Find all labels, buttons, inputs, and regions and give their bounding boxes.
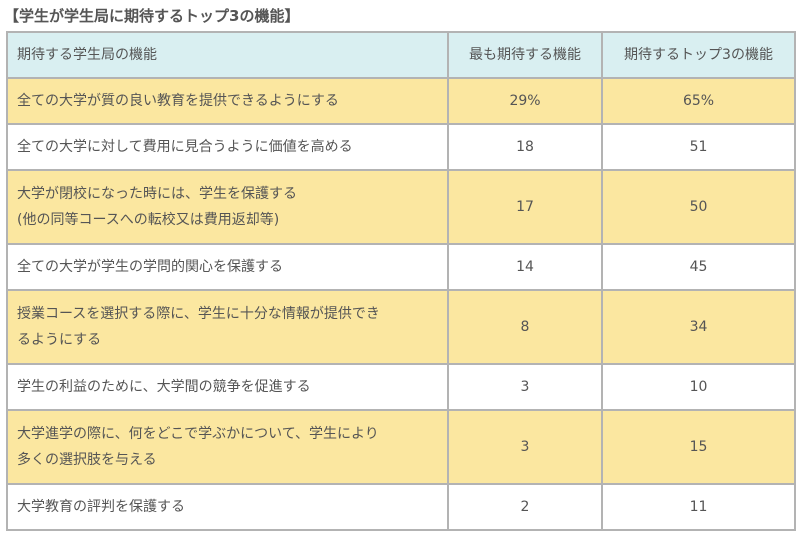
table-title: 【学生が学生局に期待するトップ3の機能】 xyxy=(4,7,300,25)
cell-top3-expected: 15 xyxy=(601,409,796,485)
cell-most-expected: 2 xyxy=(447,483,603,531)
cell-feature: 全ての大学が質の良い教育を提供できるようにする xyxy=(6,77,449,125)
feature-text-line: 学生の利益のために、大学間の競争を促進する xyxy=(17,379,311,395)
cell-feature: 大学教育の評判を保護する xyxy=(6,483,449,531)
feature-text-line: 大学進学の際に、何をどこで学ぶかについて、学生により xyxy=(17,426,379,442)
cell-top3-expected: 45 xyxy=(601,243,796,291)
cell-most-expected: 29% xyxy=(447,77,603,125)
cell-feature: 大学進学の際に、何をどこで学ぶかについて、学生により 多くの選択肢を与える xyxy=(6,409,449,485)
table-row: 全ての大学に対して費用に見合うように価値を高める 18 51 xyxy=(6,123,796,171)
cell-top3-expected: 51 xyxy=(601,123,796,171)
header-most-expected: 最も期待する機能 xyxy=(447,31,603,79)
feature-text-line: 授業コースを選択する際に、学生に十分な情報が提供でき xyxy=(17,306,380,322)
cell-top3-expected: 34 xyxy=(601,289,796,365)
feature-text-line: 大学が閉校になった時には、学生を保護する xyxy=(17,186,297,202)
cell-most-expected: 8 xyxy=(447,289,603,365)
cell-feature: 全ての大学に対して費用に見合うように価値を高める xyxy=(6,123,449,171)
feature-text-line: 多くの選択肢を与える xyxy=(17,452,157,468)
functions-table: 期待する学生局の機能 最も期待する機能 期待するトップ3の機能 全ての大学が質の… xyxy=(6,31,796,531)
cell-top3-expected: 50 xyxy=(601,169,796,245)
feature-text-line: 全ての大学に対して費用に見合うように価値を高める xyxy=(17,139,353,155)
feature-text-line: (他の同等コースへの転校又は費用返却等) xyxy=(17,212,280,228)
cell-most-expected: 17 xyxy=(447,169,603,245)
table-body: 全ての大学が質の良い教育を提供できるようにする 29% 65% 全ての大学に対して費用… xyxy=(6,77,796,531)
header-top3-expected: 期待するトップ3の機能 xyxy=(601,31,796,79)
feature-text-line: 大学教育の評判を保護する xyxy=(17,499,185,515)
table-row: 大学が閉校になった時には、学生を保護する (他の同等コースへの転校又は費用返却等)… xyxy=(6,169,796,245)
table-row: 大学教育の評判を保護する 2 11 xyxy=(6,483,796,531)
table-header-row: 期待する学生局の機能 最も期待する機能 期待するトップ3の機能 xyxy=(6,31,796,79)
table-row: 授業コースを選択する際に、学生に十分な情報が提供でき るようにする 8 34 xyxy=(6,289,796,365)
cell-feature: 学生の利益のために、大学間の競争を促進する xyxy=(6,363,449,411)
cell-most-expected: 14 xyxy=(447,243,603,291)
table-row: 全ての大学が学生の学問的関心を保護する 14 45 xyxy=(6,243,796,291)
table-row: 大学進学の際に、何をどこで学ぶかについて、学生により 多くの選択肢を与える 3 15 xyxy=(6,409,796,485)
cell-most-expected: 3 xyxy=(447,409,603,485)
cell-feature: 授業コースを選択する際に、学生に十分な情報が提供でき るようにする xyxy=(6,289,449,365)
feature-text-line: 全ての大学が学生の学問的関心を保護する xyxy=(17,259,283,275)
cell-most-expected: 18 xyxy=(447,123,603,171)
cell-feature: 全ての大学が学生の学問的関心を保護する xyxy=(6,243,449,291)
cell-most-expected: 3 xyxy=(447,363,603,411)
feature-text-line: るようにする xyxy=(17,332,102,348)
header-feature: 期待する学生局の機能 xyxy=(6,31,449,79)
cell-top3-expected: 65% xyxy=(601,77,796,125)
table-row: 全ての大学が質の良い教育を提供できるようにする 29% 65% xyxy=(6,77,796,125)
table-row: 学生の利益のために、大学間の競争を促進する 3 10 xyxy=(6,363,796,411)
cell-feature: 大学が閉校になった時には、学生を保護する (他の同等コースへの転校又は費用返却等) xyxy=(6,169,449,245)
cell-top3-expected: 10 xyxy=(601,363,796,411)
cell-top3-expected: 11 xyxy=(601,483,796,531)
feature-text-line: 全ての大学が質の良い教育を提供できるようにする xyxy=(17,93,339,109)
